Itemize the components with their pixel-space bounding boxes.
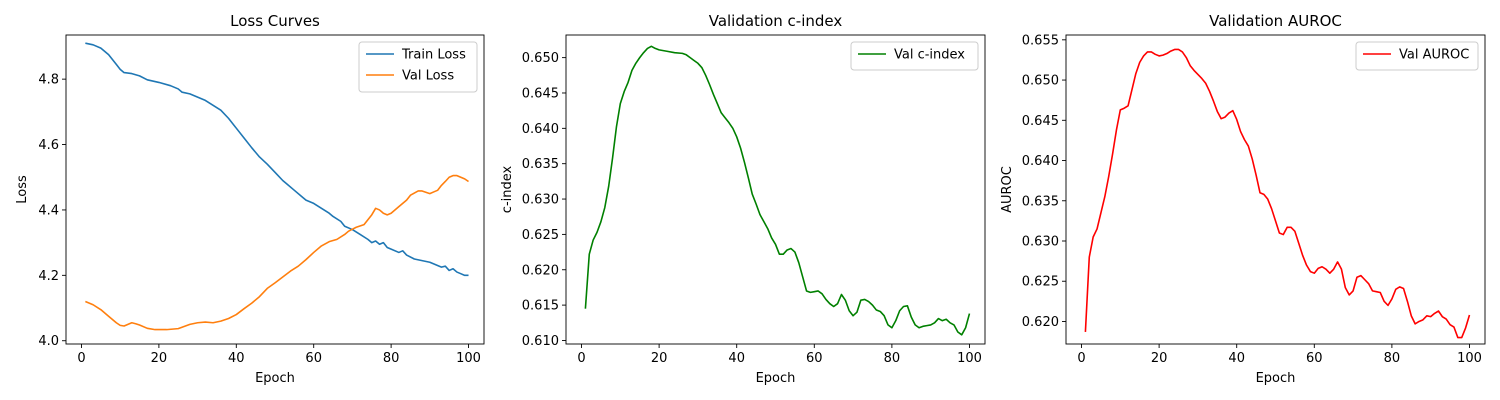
y-tick-label: 0.630 bbox=[522, 193, 559, 208]
series-line-val-auroc bbox=[1084, 48, 1471, 339]
y-tick-label: 0.625 bbox=[522, 228, 559, 243]
y-tick-label: 0.625 bbox=[1022, 275, 1059, 290]
y-tick-label: 0.650 bbox=[522, 51, 559, 66]
plot-frame bbox=[65, 34, 485, 345]
x-tick-label: 20 bbox=[151, 351, 168, 366]
series-line-train-loss bbox=[85, 42, 469, 277]
x-tick-label: 60 bbox=[1306, 351, 1323, 366]
y-tick-label: 4.0 bbox=[38, 334, 59, 349]
x-tick-label: 20 bbox=[1151, 351, 1168, 366]
y-tick-label: 0.635 bbox=[522, 157, 559, 172]
series-line-val-loss bbox=[85, 174, 469, 331]
chart-panel-1: Loss Curves 0 20 40 60 80 100 4.0 4.2 4.4 4.6 4.8 Ep… bbox=[15, 12, 485, 386]
y-axis-label: Loss bbox=[15, 175, 30, 204]
legend-box bbox=[850, 41, 979, 71]
legend-label: Train Loss bbox=[401, 48, 466, 63]
y-tick-label: 0.645 bbox=[1022, 114, 1059, 129]
y-tick-label: 0.620 bbox=[1022, 315, 1059, 330]
y-tick-label: 0.640 bbox=[522, 122, 559, 137]
legend-box bbox=[1355, 41, 1479, 71]
x-tick-label: 60 bbox=[806, 351, 823, 366]
y-tick-label: 4.2 bbox=[38, 269, 59, 284]
y-tick-label: 0.635 bbox=[1022, 194, 1059, 209]
x-tick-label: 0 bbox=[77, 351, 85, 366]
y-tick-label: 0.645 bbox=[522, 86, 559, 101]
legend-label: Val AUROC bbox=[1399, 48, 1469, 63]
y-axis-label: AUROC bbox=[1000, 166, 1015, 213]
chart-panel-2: Validation c-index 0 20 40 60 80 100 0.610 0.615… bbox=[500, 12, 986, 386]
y-tick-label: 0.610 bbox=[522, 334, 559, 349]
chart-panel-3: Validation AUROC 0 20 40 60 80 100 0.620 0.625 0.… bbox=[1000, 12, 1486, 386]
y-tick-label: 0.630 bbox=[1022, 235, 1059, 250]
x-tick-label: 100 bbox=[957, 351, 982, 366]
plot-frame bbox=[1065, 34, 1486, 345]
x-tick-label: 60 bbox=[305, 351, 322, 366]
y-tick-label: 0.615 bbox=[522, 299, 559, 314]
x-tick-label: 80 bbox=[383, 351, 400, 366]
y-tick-label: 0.655 bbox=[1022, 33, 1059, 48]
x-tick-label: 40 bbox=[728, 351, 745, 366]
x-tick-label: 80 bbox=[884, 351, 901, 366]
legend-label: Val c-index bbox=[894, 48, 965, 63]
x-tick-label: 80 bbox=[1384, 351, 1401, 366]
y-tick-label: 0.640 bbox=[1022, 154, 1059, 169]
y-tick-label: 0.620 bbox=[522, 263, 559, 278]
y-tick-label: 4.4 bbox=[38, 203, 59, 218]
x-axis-label: Epoch bbox=[756, 371, 796, 386]
x-axis-label: Epoch bbox=[255, 371, 295, 386]
x-tick-label: 40 bbox=[1228, 351, 1245, 366]
x-axis-label: Epoch bbox=[1256, 371, 1296, 386]
x-tick-label: 100 bbox=[456, 351, 481, 366]
x-tick-label: 40 bbox=[228, 351, 245, 366]
chart-title: Validation AUROC bbox=[1209, 12, 1342, 30]
legend-label: Val Loss bbox=[402, 69, 454, 84]
series-line-val-c-index bbox=[584, 45, 971, 336]
y-tick-label: 4.8 bbox=[38, 73, 59, 88]
x-tick-label: 100 bbox=[1457, 351, 1482, 366]
legend: Val c-index bbox=[850, 41, 979, 71]
x-tick-label: 0 bbox=[577, 351, 585, 366]
y-axis-label: c-index bbox=[500, 165, 515, 213]
y-tick-label: 4.6 bbox=[38, 138, 59, 153]
x-tick-label: 0 bbox=[1077, 351, 1085, 366]
x-tick-label: 20 bbox=[651, 351, 668, 366]
plot-frame bbox=[565, 34, 986, 345]
legend: Val AUROC bbox=[1355, 41, 1479, 71]
chart-title: Validation c-index bbox=[709, 12, 843, 30]
chart-title: Loss Curves bbox=[230, 12, 320, 30]
legend: Train Loss Val Loss bbox=[358, 41, 478, 93]
y-tick-label: 0.650 bbox=[1022, 74, 1059, 89]
